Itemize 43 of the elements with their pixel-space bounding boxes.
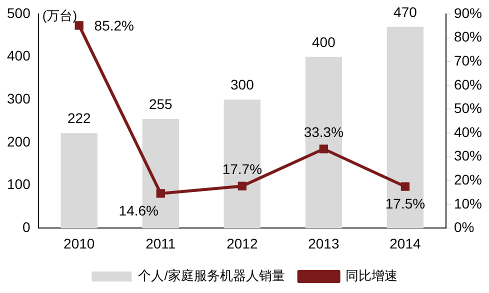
bar [386,26,424,228]
y2-tick-label: 20% [454,171,482,188]
x-tick-label: 2012 [226,235,258,252]
y-tick-label: 300 [7,90,31,107]
y2-tick-label: 50% [454,100,482,116]
data-label: 17.5% [385,196,426,212]
y2-tick-label: 10% [454,195,482,212]
point [156,189,165,198]
y-axis-title: (万台) [42,8,78,23]
x-tick-label: 2010 [64,235,95,252]
y-tick-label: 100 [7,176,31,192]
x-tick-label: 2013 [308,235,340,252]
data-label: 222 [67,110,92,126]
point [238,182,246,190]
legend-label: 同比增速 [345,268,398,284]
data-label: 255 [148,96,173,112]
x-tick-label: 2014 [390,235,421,252]
x-tick-label: 2011 [146,235,176,252]
y2-tick-label: 60% [454,76,482,92]
data-label: 400 [312,34,336,50]
legend-label: 个人/家庭服务机器人销量 [138,268,285,284]
y-tick-label: 400 [7,48,31,64]
y2-tick-label: 80% [454,28,482,45]
y2-tick-label: 0% [454,219,474,236]
y-tick-label: 0 [22,219,31,236]
point [319,144,328,154]
bar [60,133,98,228]
bar [224,100,261,228]
y-tick-label: 500 [7,4,31,21]
point [74,21,84,30]
y2-tick-label: 40% [454,124,482,140]
data-label: 14.6% [118,202,158,218]
data-label: 17.7% [222,161,262,178]
y2-tick-label: 70% [454,52,482,68]
data-label: 470 [394,4,418,20]
data-label: 300 [230,76,254,93]
data-label: 85.2% [94,17,134,34]
point [400,182,410,191]
y-tick-label: 200 [7,133,31,150]
data-label: 33.3% [304,124,344,140]
bar [305,56,342,228]
y2-tick-label: 90% [454,4,482,21]
y2-tick-label: 30% [454,148,482,164]
